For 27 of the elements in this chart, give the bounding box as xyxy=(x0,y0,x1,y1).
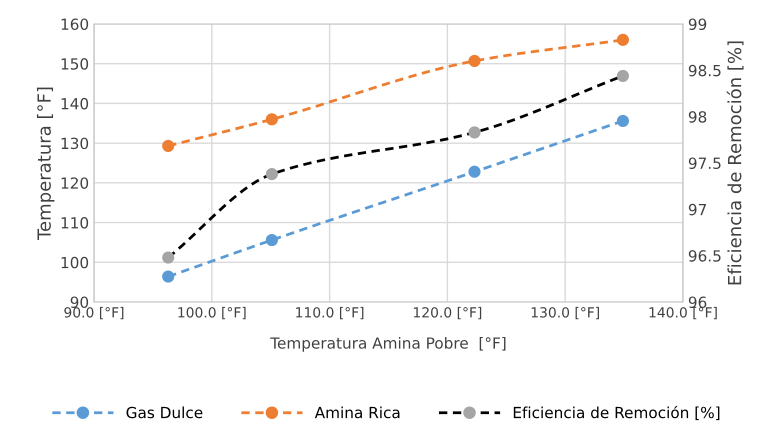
y2-axis-title: Eficiencia de Remoción [%] xyxy=(726,41,744,284)
legend-label: Amina Rica xyxy=(314,406,400,418)
y2-tick-label: 96.5 xyxy=(688,250,721,262)
x-tick-label: 100.0 [°F] xyxy=(178,306,246,320)
x-tick-label: 90.0 [°F] xyxy=(64,306,124,320)
y-tick-label: 110 xyxy=(62,217,88,229)
legend-label: Gas Dulce xyxy=(126,406,202,418)
y-tick-label: 160 xyxy=(62,18,88,30)
x-tick-label: 120.0 [°F] xyxy=(414,306,482,320)
y-tick-label: 100 xyxy=(62,256,88,268)
y2-tick-label: 98.5 xyxy=(688,64,721,76)
y-tick-label: 120 xyxy=(62,177,88,189)
legend-label: Eficiencia de Remoción [%] xyxy=(514,406,720,420)
x-tick-label: 110.0 [°F] xyxy=(296,306,364,320)
y-tick-label: 140 xyxy=(62,98,88,110)
y2-tick-label: 97.5 xyxy=(688,157,721,170)
y2-tick-label: 98 xyxy=(688,111,706,123)
y2-tick-label: 96 xyxy=(688,296,706,308)
y2-tick-label: 99 xyxy=(688,18,706,30)
x-tick-label: 130.0 [°F] xyxy=(532,306,599,320)
y-tick-label: 150 xyxy=(62,58,88,70)
y-axis-title: Temperatura [°F] xyxy=(36,88,54,240)
y-tick-label: 90 xyxy=(70,296,88,308)
x-axis-title: Temperatura Amina Pobre [°F] xyxy=(270,336,506,352)
y2-tick-label: 97 xyxy=(688,204,706,216)
y-tick-label: 130 xyxy=(62,138,88,150)
x-tick-label: 140.0 [°F] xyxy=(650,306,717,320)
